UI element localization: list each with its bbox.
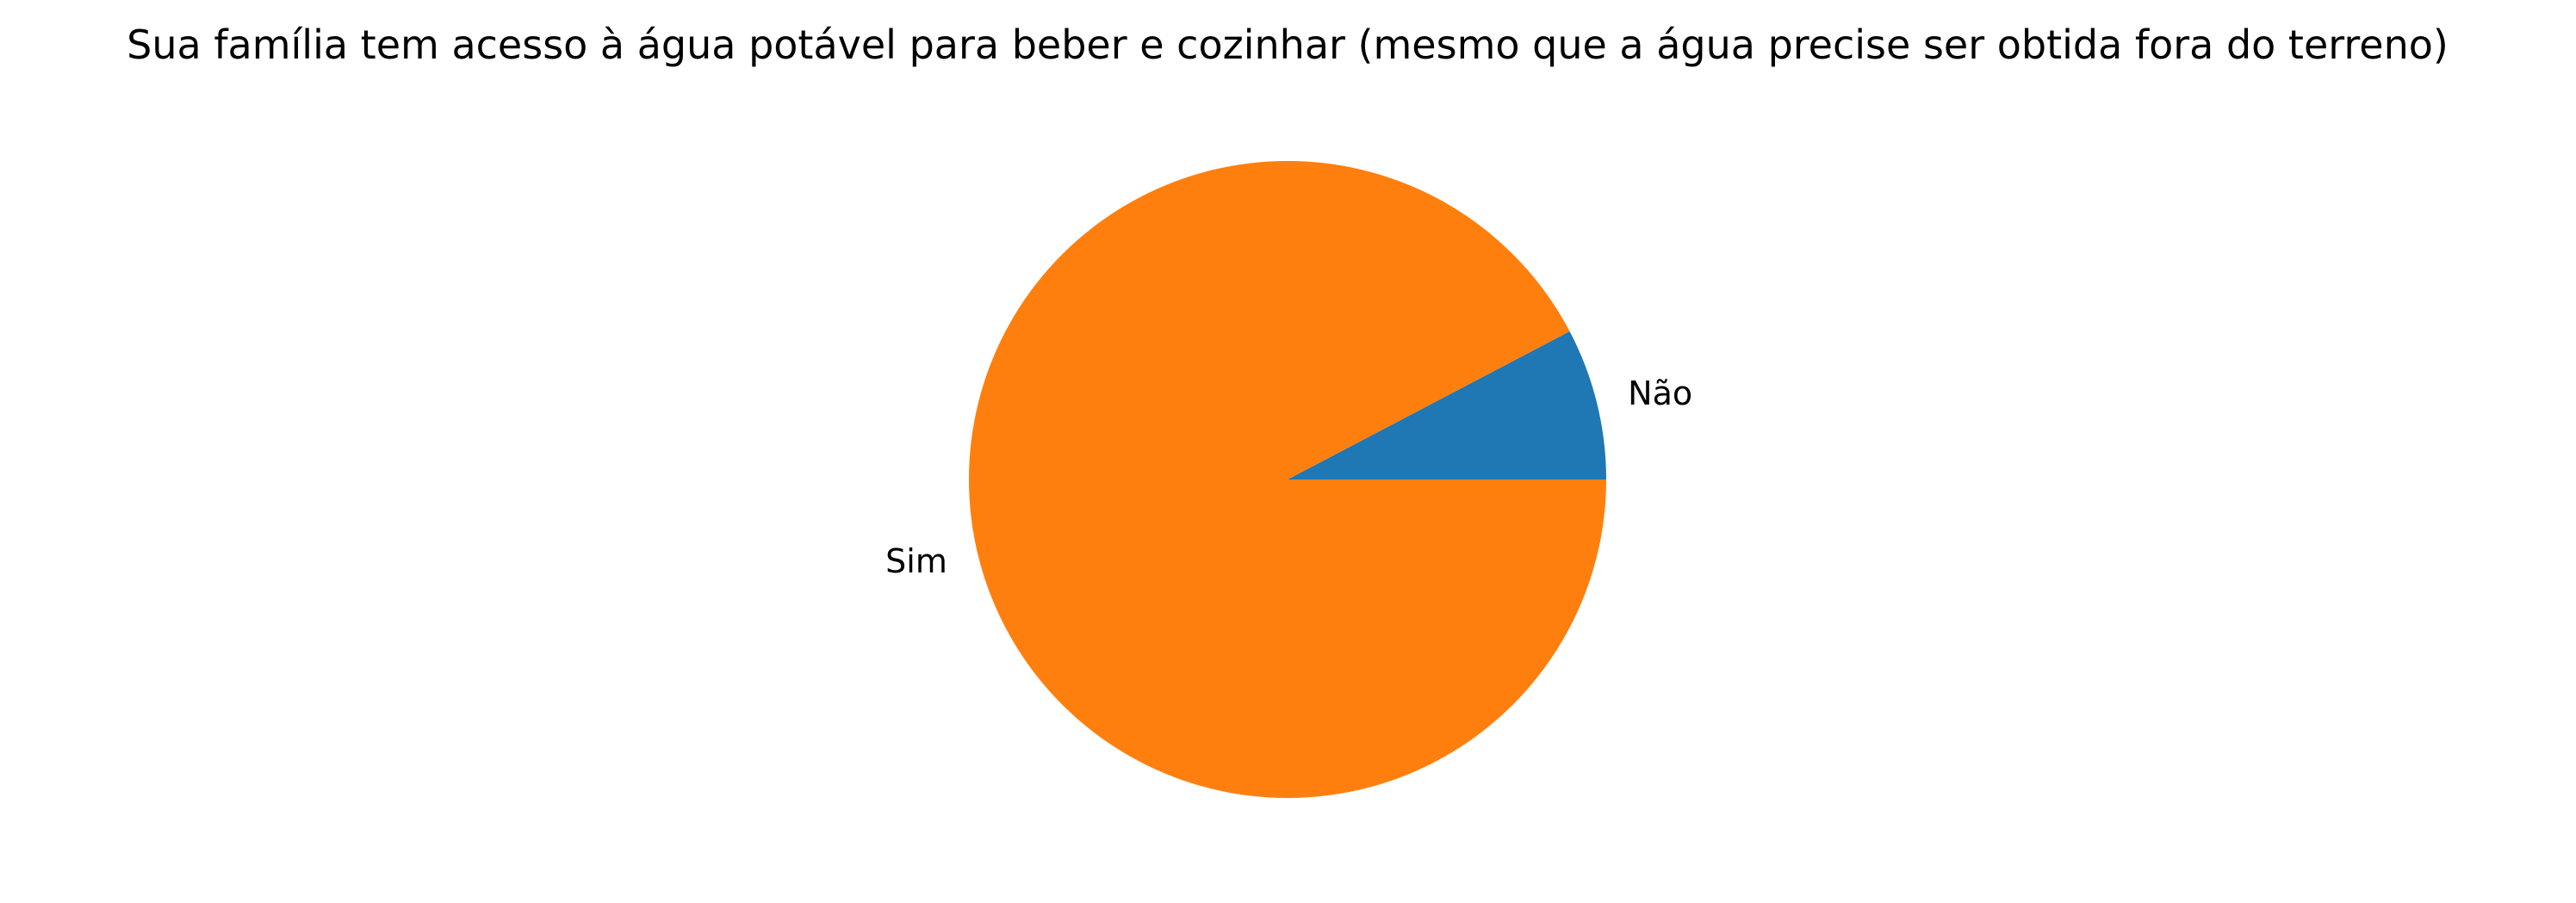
pie-label-2: Sim	[885, 542, 947, 580]
pie-slice-1	[1288, 331, 1606, 479]
pie-slices	[969, 160, 1606, 798]
pie-label-1: Não	[1628, 374, 1692, 412]
chart-title: Sua família tem acesso à água potável pa…	[127, 22, 2449, 68]
pie-slice-2	[969, 160, 1606, 798]
pie-labels: Não Sim	[885, 374, 1692, 580]
